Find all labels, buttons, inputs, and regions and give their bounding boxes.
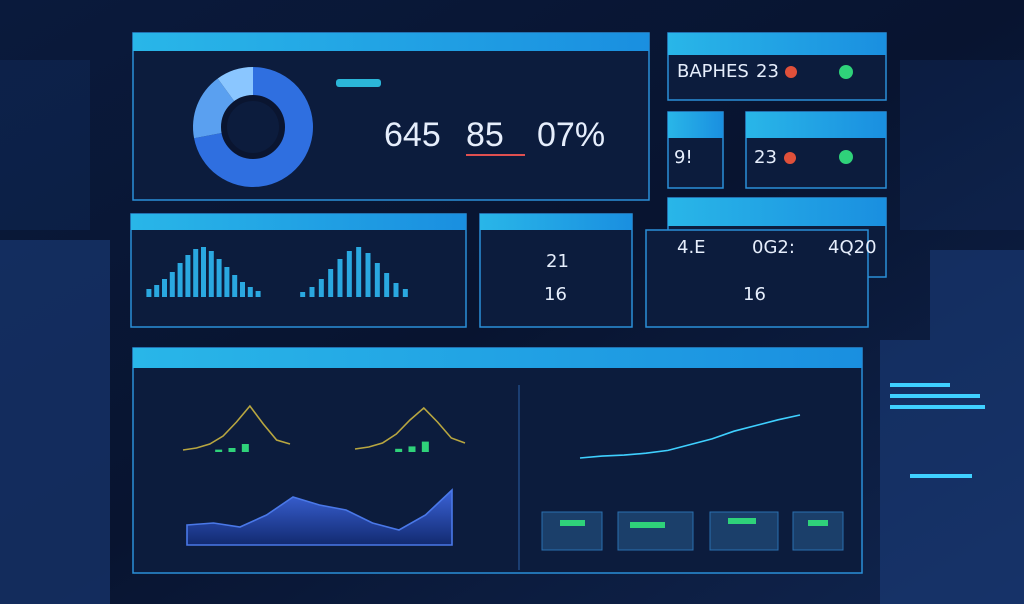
bar: [402, 289, 408, 297]
bar: [395, 448, 403, 452]
card-value: 23: [754, 147, 777, 168]
panel-value: 16: [544, 284, 567, 305]
kpi-pill: [336, 79, 381, 87]
bar: [154, 285, 160, 297]
value-panel: [479, 213, 633, 328]
bar: [374, 263, 380, 297]
bar: [216, 259, 222, 297]
value-panel-2: [645, 229, 869, 328]
stat: 4Q20: [828, 237, 877, 258]
bar: [421, 441, 429, 452]
bar: [346, 251, 352, 297]
bar: [215, 449, 223, 452]
bar: [337, 259, 343, 297]
line: [182, 404, 291, 451]
bar: [247, 287, 253, 297]
bar: [241, 444, 249, 452]
bar: [228, 448, 236, 452]
card-icon: [839, 150, 853, 164]
card-icon: [839, 65, 853, 79]
line: [354, 406, 466, 450]
bar: [162, 279, 167, 297]
bar: [208, 251, 214, 297]
bar: [232, 275, 238, 297]
bar: [240, 282, 245, 297]
chart-marks: [146, 67, 801, 546]
donut-segment: [194, 67, 313, 187]
donut-segment: [217, 67, 253, 103]
card-icon: [784, 152, 796, 164]
kpi-number: 85: [466, 116, 504, 154]
bar: [328, 269, 334, 297]
bar: [201, 247, 206, 297]
area: [186, 488, 453, 546]
bar: [169, 272, 175, 297]
kpi-number: 645: [384, 116, 441, 154]
kpi-number: 07%: [537, 116, 605, 154]
bar: [224, 267, 230, 297]
bar: [365, 253, 371, 297]
card-label: BAPHES: [677, 61, 749, 82]
bar: [408, 446, 416, 452]
card-value: 9!: [674, 147, 693, 168]
stat: 4.E: [677, 237, 706, 258]
card-value: 23: [756, 61, 779, 82]
donut-hole: [221, 95, 285, 159]
bar: [300, 292, 306, 297]
bottom-tiles: [541, 511, 844, 551]
stat: 0G2:: [752, 237, 795, 258]
panel-value: 21: [546, 251, 569, 272]
bar: [146, 289, 152, 297]
bar: [393, 283, 399, 297]
bar: [255, 291, 261, 297]
card-icon: [785, 66, 797, 78]
bar: [384, 273, 390, 297]
bar: [356, 247, 362, 297]
bar: [318, 279, 324, 297]
headers: [131, 33, 886, 368]
bar: [177, 263, 183, 297]
bar: [185, 255, 191, 297]
bar: [309, 287, 315, 297]
panel-value: 16: [743, 284, 766, 305]
bar: [193, 249, 199, 297]
line: [579, 414, 801, 459]
donut-segment: [192, 78, 236, 139]
side-bars: [890, 383, 985, 478]
tile-marks: [560, 518, 828, 528]
